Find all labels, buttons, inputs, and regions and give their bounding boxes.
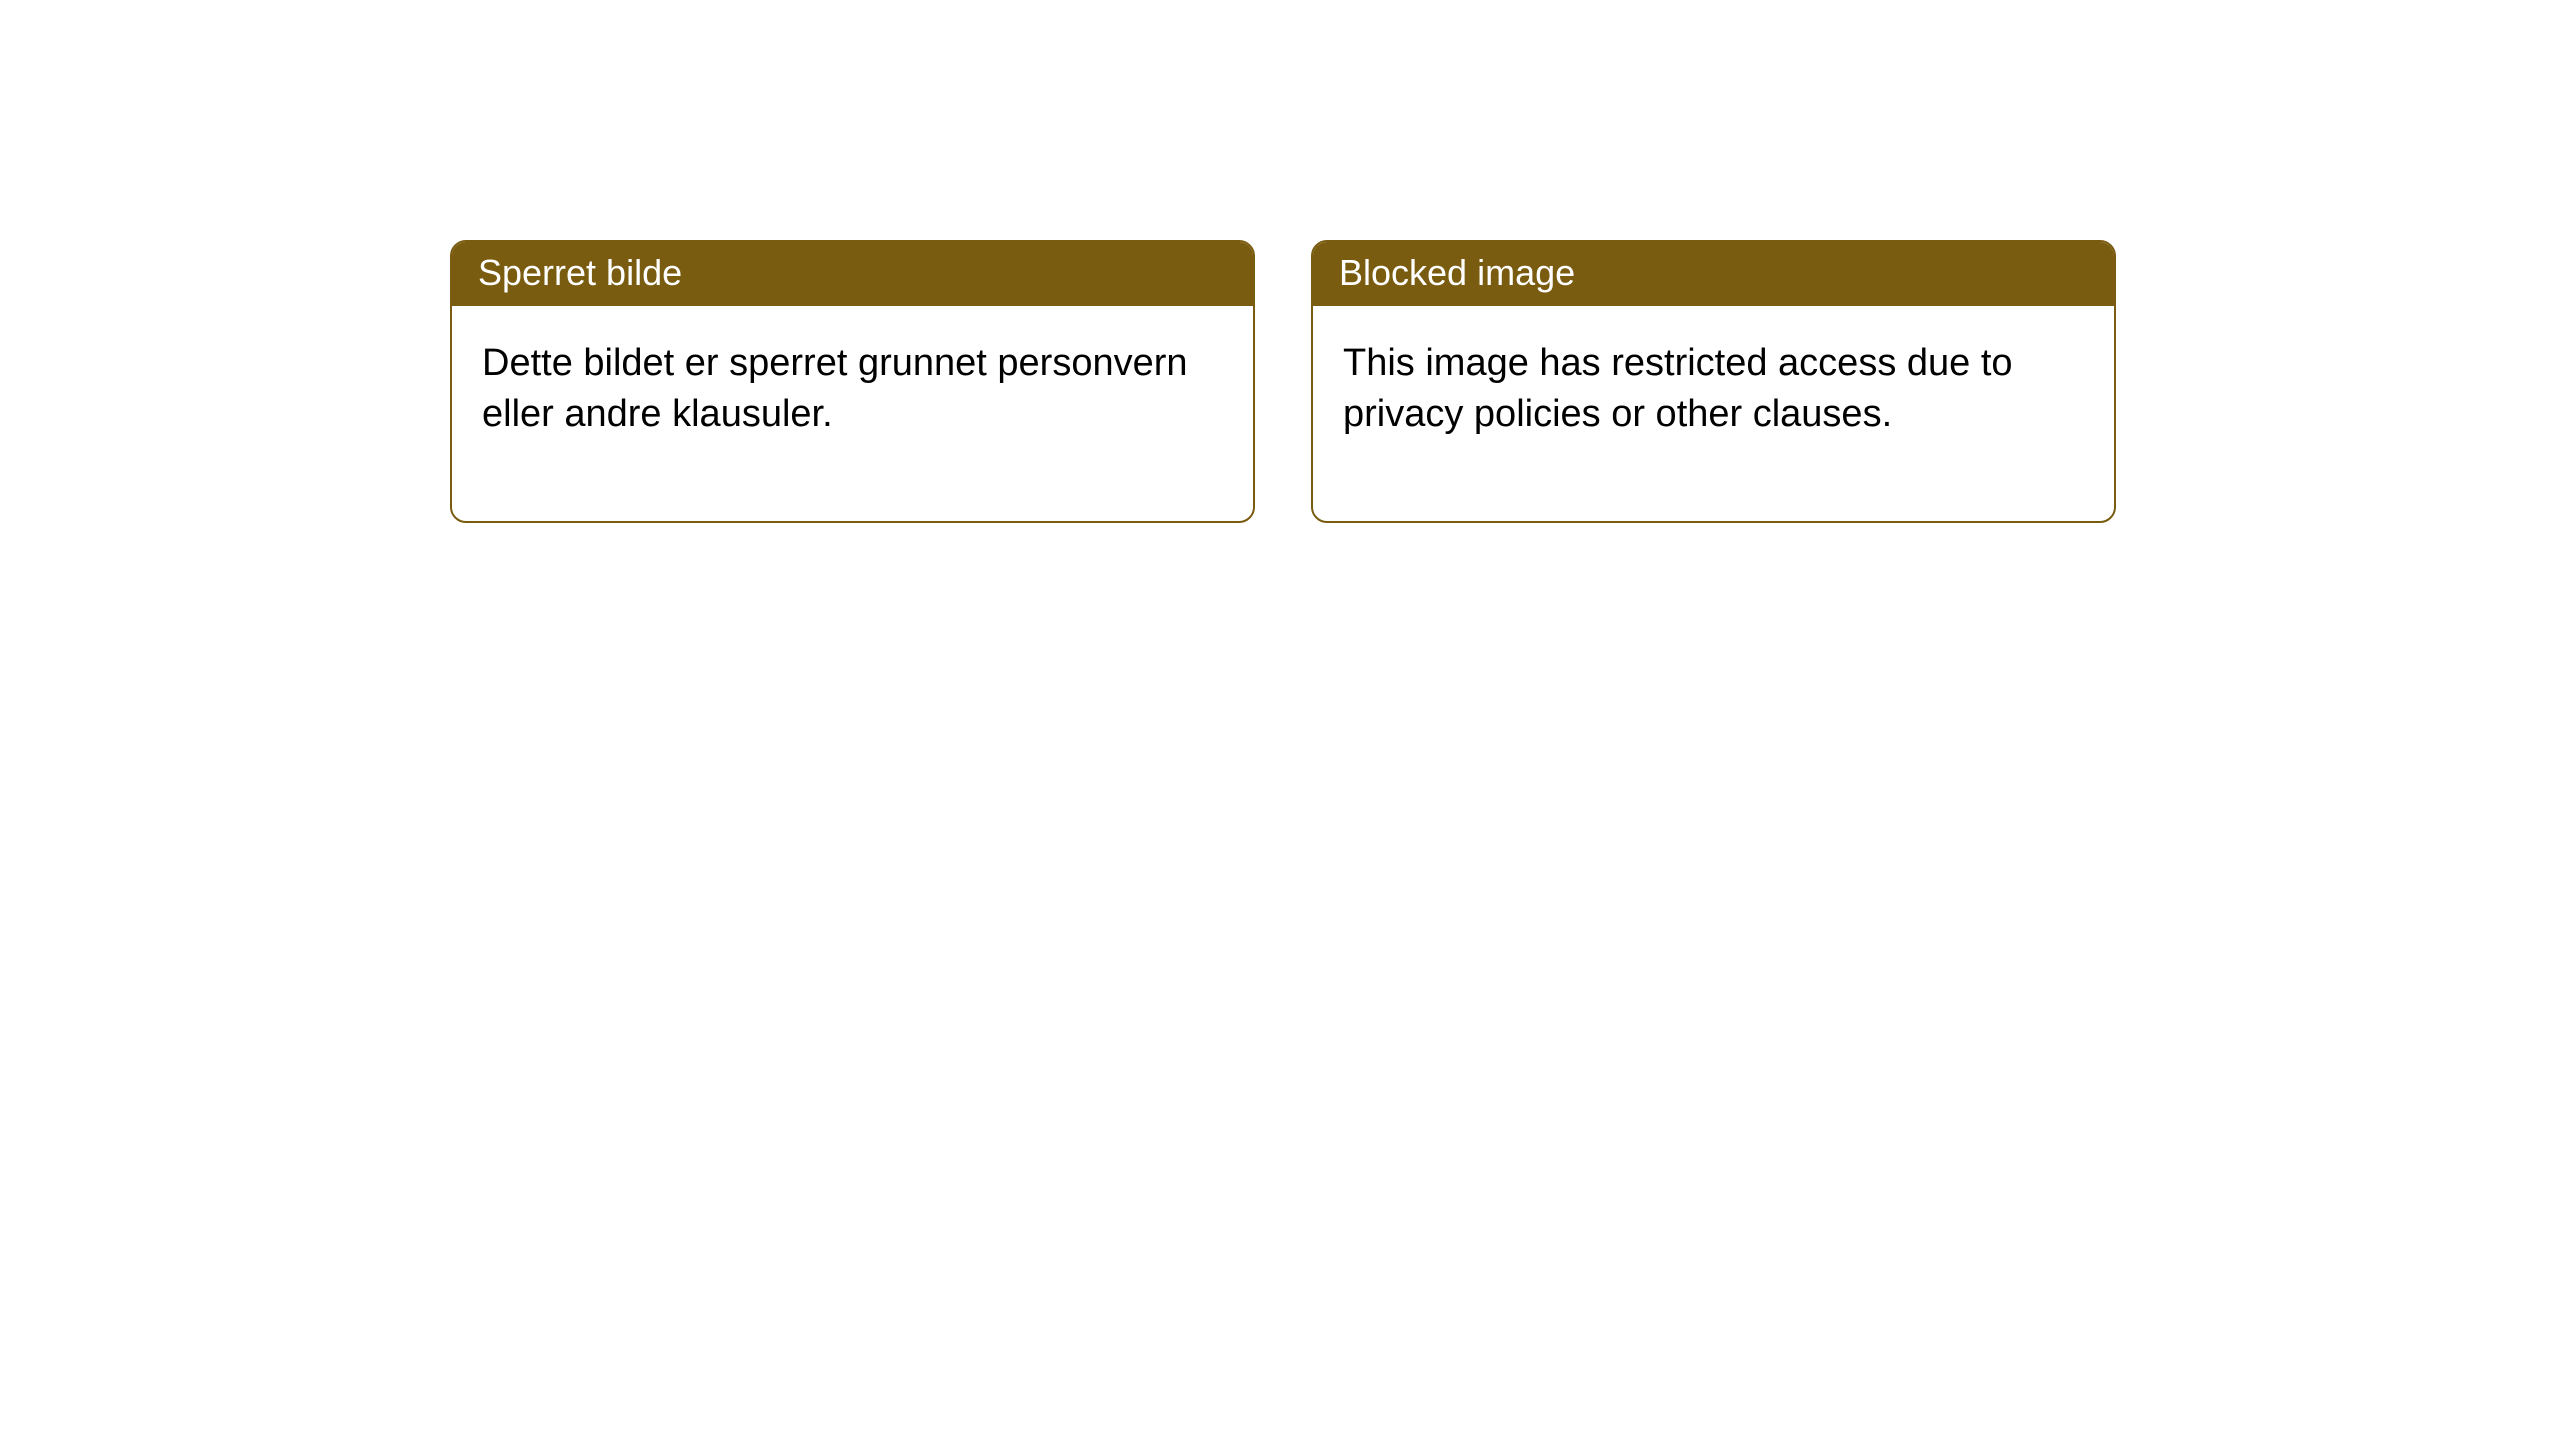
notice-container: Sperret bilde Dette bildet er sperret gr…	[0, 0, 2560, 523]
notice-card-english: Blocked image This image has restricted …	[1311, 240, 2116, 523]
notice-title: Sperret bilde	[452, 242, 1253, 306]
notice-body-text: Dette bildet er sperret grunnet personve…	[452, 306, 1253, 521]
notice-card-norwegian: Sperret bilde Dette bildet er sperret gr…	[450, 240, 1255, 523]
notice-body-text: This image has restricted access due to …	[1313, 306, 2114, 521]
notice-title: Blocked image	[1313, 242, 2114, 306]
